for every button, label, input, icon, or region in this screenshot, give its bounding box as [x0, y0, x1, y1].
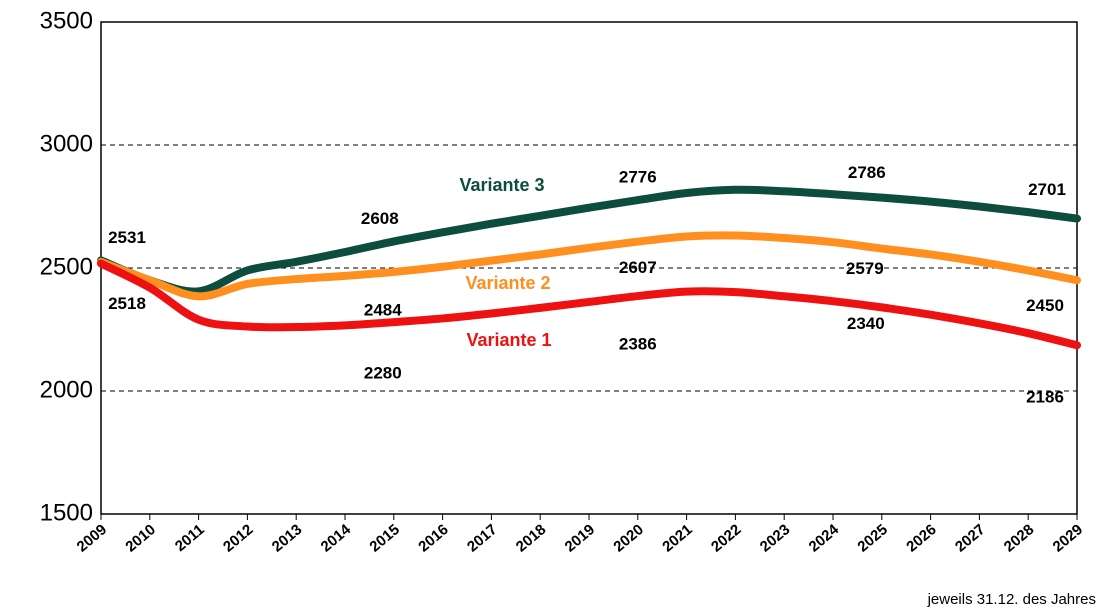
x-tick-label: 2022 [708, 521, 744, 555]
y-tick-label: 1500 [40, 499, 93, 526]
data-label: 2386 [619, 335, 657, 354]
x-tick-label: 2018 [513, 521, 549, 555]
data-label: 2786 [848, 163, 886, 182]
series-line [97, 185, 1081, 296]
series-label: Variante 2 [465, 273, 550, 293]
data-label: 2450 [1026, 296, 1064, 315]
y-tick-label: 2000 [40, 376, 93, 403]
x-tick-label: 2026 [903, 521, 939, 555]
y-tick-label: 2500 [40, 253, 93, 280]
data-label: 2579 [846, 259, 884, 278]
y-tick-label: 3000 [40, 130, 93, 157]
series-label: Variante 1 [466, 330, 551, 350]
x-tick-label: 2025 [854, 521, 890, 555]
series-line [97, 259, 1081, 350]
x-tick-label: 2015 [366, 521, 402, 555]
x-tick-label: 2019 [562, 521, 598, 555]
x-tick-label: 2013 [269, 521, 305, 555]
data-label: 2776 [619, 168, 657, 187]
x-tick-label: 2027 [952, 521, 988, 555]
x-tick-label: 2016 [415, 521, 451, 555]
x-tick-label: 2011 [172, 521, 208, 555]
data-label: 2186 [1026, 388, 1064, 407]
data-label: 2608 [361, 209, 399, 228]
x-tick-label: 2010 [122, 521, 158, 555]
x-tick-label: 2028 [1001, 521, 1037, 555]
data-label: 2280 [364, 364, 402, 383]
data-label: 2607 [619, 258, 657, 277]
data-label: 2484 [364, 300, 402, 319]
note: jeweils 31.12. des Jahres [927, 591, 1096, 608]
data-label: 2340 [847, 314, 885, 333]
x-tick-label: 2024 [806, 521, 843, 556]
x-tick-label: 2020 [610, 521, 646, 555]
series-label: Variante 3 [459, 175, 544, 195]
x-tick-label: 2012 [220, 521, 256, 555]
x-tick-label: 2017 [464, 521, 500, 555]
series-line [97, 231, 1081, 301]
x-tick-label: 2021 [659, 521, 695, 555]
x-tick-label: 2029 [1050, 521, 1086, 555]
data-label: 2518 [108, 294, 146, 313]
y-tick-label: 3500 [40, 7, 93, 34]
x-tick-label: 2023 [757, 521, 793, 555]
x-tick-label: 2014 [318, 521, 355, 556]
data-label: 2701 [1028, 180, 1066, 199]
data-label: 2531 [108, 228, 146, 247]
